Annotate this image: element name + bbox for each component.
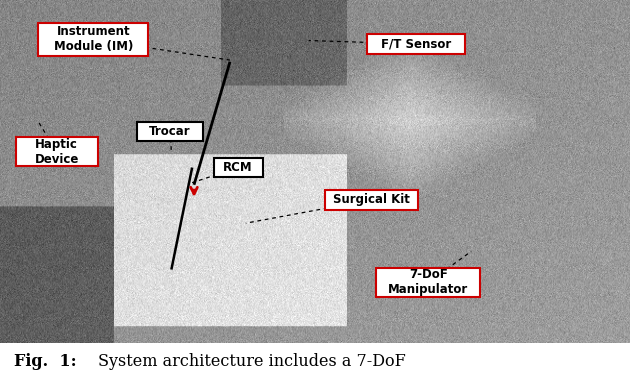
Text: Fig.  1:: Fig. 1: [14,353,76,370]
Text: Surgical Kit: Surgical Kit [333,193,410,206]
FancyBboxPatch shape [137,122,203,140]
Text: Trocar: Trocar [149,125,191,138]
Text: 7-DoF
Manipulator: 7-DoF Manipulator [388,268,469,296]
Text: F/T Sensor: F/T Sensor [381,38,451,50]
FancyBboxPatch shape [367,34,465,54]
FancyBboxPatch shape [214,158,263,177]
Text: System architecture includes a 7-DoF: System architecture includes a 7-DoF [98,353,405,370]
FancyBboxPatch shape [325,190,418,210]
FancyBboxPatch shape [38,23,148,56]
Text: Instrument
Module (IM): Instrument Module (IM) [54,26,133,54]
FancyBboxPatch shape [16,137,98,166]
Text: RCM: RCM [223,161,253,174]
Text: Haptic
Device: Haptic Device [35,138,79,166]
FancyBboxPatch shape [377,268,481,297]
